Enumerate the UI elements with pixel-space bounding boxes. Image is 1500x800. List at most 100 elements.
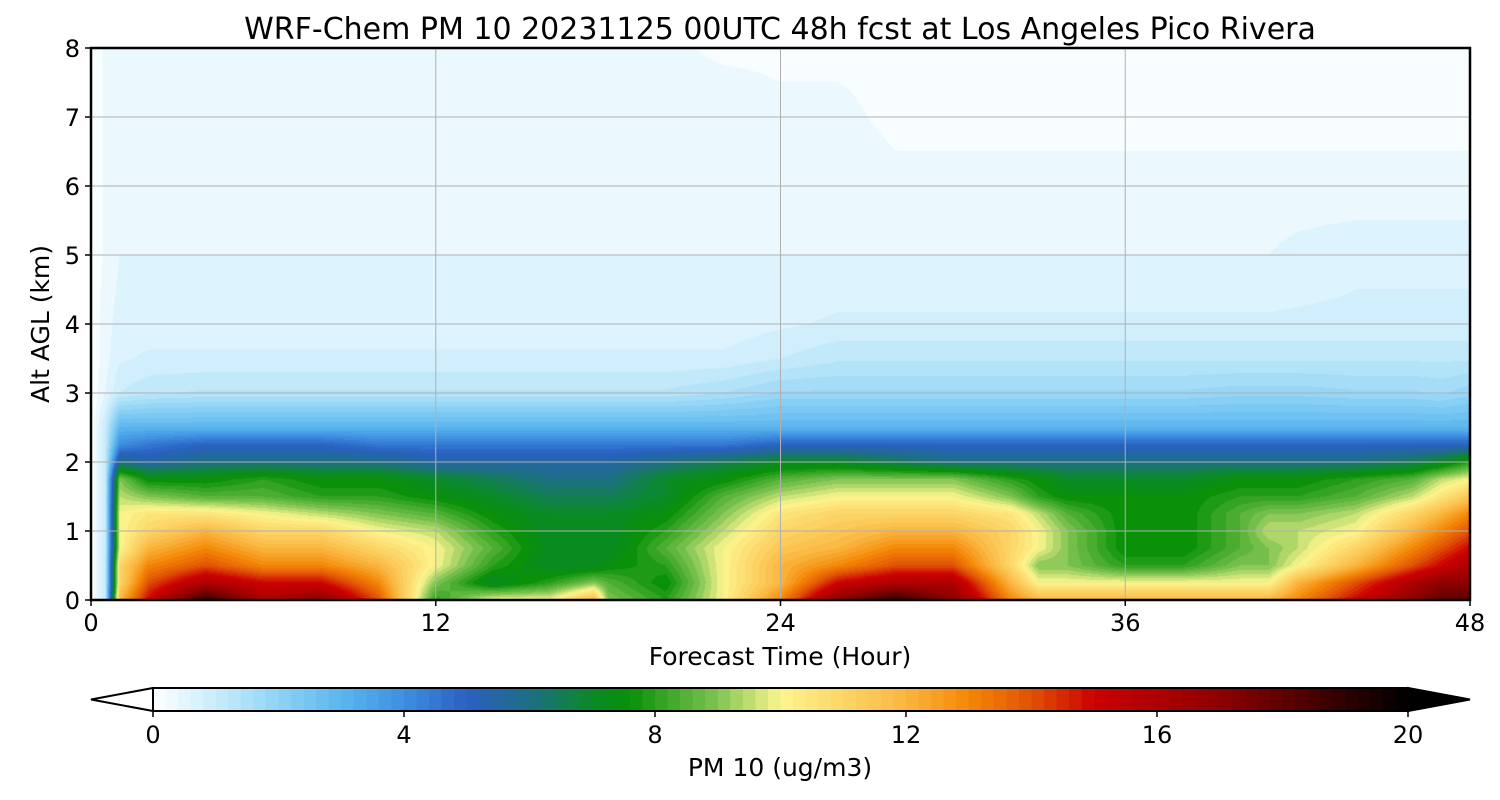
colorbar-segment: [793, 688, 807, 711]
colorbar-segment: [1056, 688, 1070, 711]
colorbar-segment: [818, 688, 832, 711]
colorbar-segment: [265, 688, 280, 711]
colorbar-label: PM 10 (ug/m3): [688, 753, 872, 782]
colorbar-segment: [1106, 688, 1120, 711]
colorbar-segment: [504, 688, 518, 711]
colorbar-segment: [1044, 688, 1058, 711]
y-tick-label: 6: [65, 173, 80, 201]
colorbar-segment: [1282, 688, 1296, 711]
colorbar-segment: [1370, 688, 1384, 711]
colorbar-segment: [592, 688, 606, 711]
colorbar-tick-label: 20: [1393, 721, 1424, 749]
colorbar-segment: [529, 688, 543, 711]
colorbar-segment: [1194, 688, 1208, 711]
colorbar-segment: [893, 688, 907, 711]
x-tick-label: 48: [1455, 609, 1486, 637]
colorbar-segment: [730, 688, 744, 711]
grid-lines: [91, 48, 1470, 600]
colorbar-segment: [1332, 688, 1346, 711]
colorbar-segment: [153, 688, 167, 711]
colorbar-segment: [516, 688, 531, 711]
x-tick-label: 0: [83, 609, 98, 637]
colorbar-segment: [240, 688, 254, 711]
colorbar-segment: [404, 688, 418, 711]
x-axis: 0 12 24 36 48: [83, 600, 1485, 637]
colorbar-segment: [1320, 688, 1334, 711]
colorbar-segment: [366, 688, 380, 711]
colorbar-segment: [855, 688, 869, 711]
colorbar-segment: [692, 688, 706, 711]
colorbar-segment: [1157, 688, 1171, 711]
y-tick-label: 8: [65, 35, 80, 63]
colorbar-segment: [717, 688, 731, 711]
colorbar-segment: [805, 688, 819, 711]
colorbar-segment: [1069, 688, 1083, 711]
colorbar-segment: [416, 688, 430, 711]
colorbar-segment: [780, 688, 794, 711]
colorbar-frame: [152, 687, 1409, 712]
colorbar-segment: [291, 688, 305, 711]
colorbar-segment: [441, 688, 455, 711]
colorbar-segment: [1094, 688, 1108, 711]
colorbar-segment: [629, 688, 644, 711]
colorbar-segment: [215, 688, 229, 711]
x-tick-label: 24: [765, 609, 796, 637]
colorbar-segment: [1257, 688, 1271, 711]
colorbar-segment: [931, 688, 945, 711]
y-tick-label: 5: [65, 242, 80, 270]
colorbar-segment: [341, 688, 355, 711]
colorbar-tick-label: 16: [1142, 721, 1173, 749]
colorbar-segment: [567, 688, 581, 711]
colorbar-segment: [542, 688, 556, 711]
colorbar-segment: [1169, 688, 1183, 711]
colorbar-tick-label: 0: [145, 721, 160, 749]
colorbar-tick-label: 12: [891, 721, 922, 749]
y-tick-label: 3: [65, 380, 80, 408]
colorbar-segment: [1219, 688, 1233, 711]
colorbar-segment: [1395, 688, 1409, 711]
colorbar-segment: [466, 688, 480, 711]
colorbar-segment: [968, 688, 982, 711]
colorbar-segment: [943, 688, 957, 711]
colorbar: 0 4 8 12 16 20 PM 10 (ug/m3): [90, 686, 1471, 782]
colorbar-segment: [1207, 688, 1221, 711]
colorbar-segment: [491, 688, 505, 711]
colorbar-segment: [642, 688, 656, 711]
colorbar-segment: [429, 688, 443, 711]
colorbar-segment: [178, 688, 192, 711]
colorbar-segment: [667, 688, 681, 711]
colorbar-segment: [378, 688, 393, 711]
x-tick-label: 12: [420, 609, 451, 637]
colorbar-segment: [391, 688, 405, 711]
colorbar-segment: [278, 688, 292, 711]
colorbar-ticks: 0 4 8 12 16 20: [145, 711, 1423, 749]
colorbar-segment: [1031, 688, 1045, 711]
plot-area: [89, 46, 1472, 602]
colorbar-segment: [1244, 688, 1258, 711]
y-tick-label: 7: [65, 104, 80, 132]
colorbar-segment: [617, 688, 631, 711]
colorbar-segment: [918, 688, 932, 711]
y-tick-label: 2: [65, 449, 80, 477]
colorbar-segments: [153, 688, 1409, 711]
colorbar-segment: [353, 688, 367, 711]
colorbar-segment: [1345, 688, 1359, 711]
colorbar-extend-max: [1407, 686, 1471, 713]
colorbar-segment: [742, 688, 756, 711]
colorbar-segment: [1232, 688, 1246, 711]
colorbar-segment: [479, 688, 493, 711]
colorbar-segment: [554, 688, 568, 711]
colorbar-segment: [906, 688, 920, 711]
colorbar-segment: [1307, 688, 1321, 711]
colorbar-segment: [190, 688, 204, 711]
colorbar-segment: [1131, 688, 1146, 711]
colorbar-segment: [981, 688, 995, 711]
colorbar-segment: [880, 688, 895, 711]
x-tick-label: 36: [1110, 609, 1141, 637]
colorbar-segment: [1382, 688, 1397, 711]
colorbar-segment: [1182, 688, 1196, 711]
colorbar-segment: [328, 688, 342, 711]
colorbar-tick-label: 8: [647, 721, 662, 749]
colorbar-segment: [755, 688, 769, 711]
colorbar-segment: [203, 688, 217, 711]
